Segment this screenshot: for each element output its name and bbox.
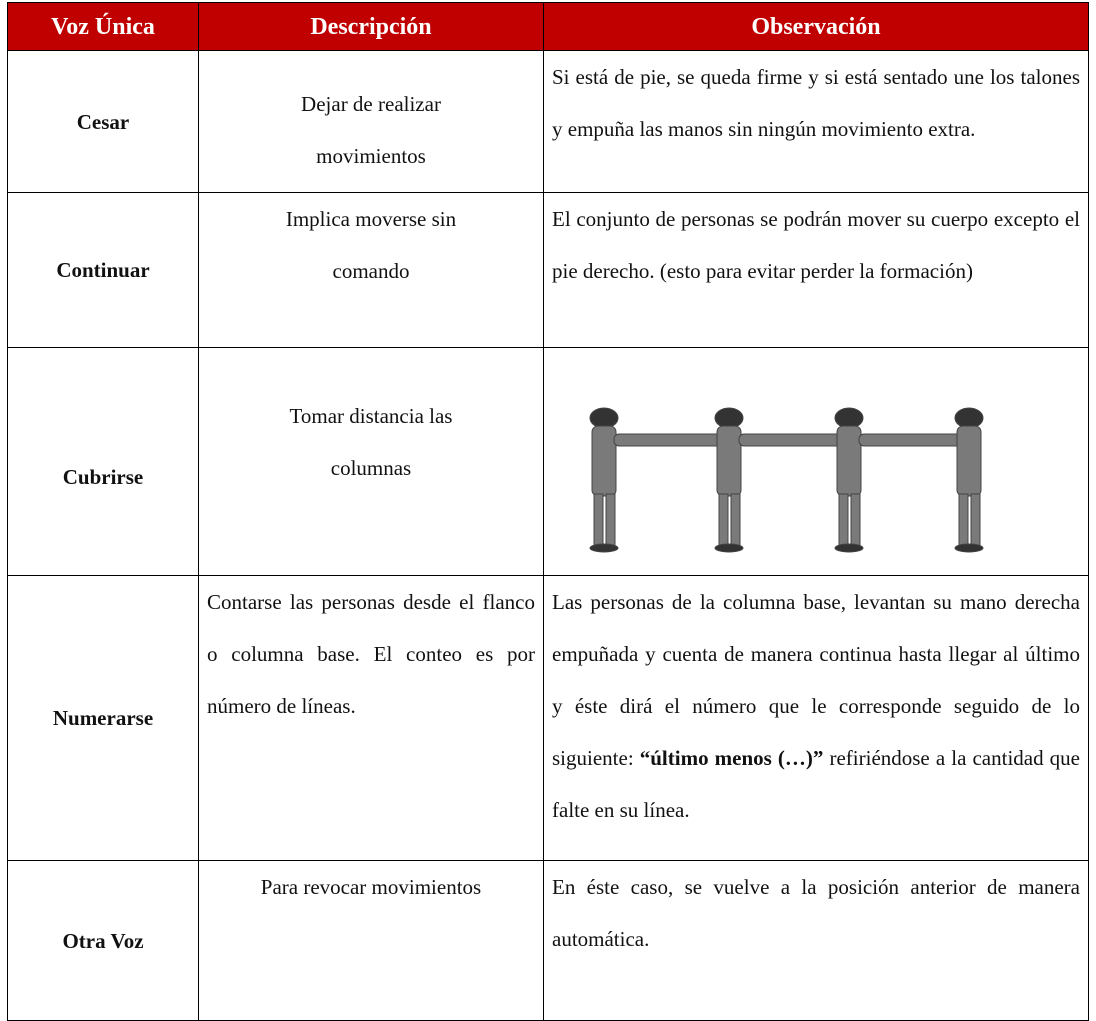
header-cell: Voz Única <box>7 2 199 51</box>
observation-text: refiriéndose a la cantidad que falte en … <box>552 746 1080 822</box>
header-cell: Descripción <box>198 2 544 51</box>
observation: Las personas de la columna base, levanta… <box>543 575 1089 861</box>
command: Cesar <box>7 50 199 193</box>
description: Tomar distancia las columnas <box>198 347 544 576</box>
row: Otra Voz Para revocar movimientos En ést… <box>7 860 1089 1021</box>
row: Continuar Implica moverse sin comando El… <box>7 192 1089 348</box>
description: Contarse las personas desde el flanco o … <box>198 575 544 861</box>
header-row: Voz Única Descripción Observación <box>7 2 1089 51</box>
command: Otra Voz <box>7 860 199 1021</box>
row: Cubrirse Tomar distancia las columnas <box>7 347 1089 576</box>
description: Dejar de realizar movimientos <box>198 50 544 193</box>
description: Para revocar movimientos <box>198 860 544 1021</box>
command: Numerarse <box>7 575 199 861</box>
observation-bold: “último menos (…)” <box>639 746 824 770</box>
header-cell: Observación <box>543 2 1089 51</box>
command: Continuar <box>7 192 199 348</box>
command: Cubrirse <box>7 347 199 576</box>
soldiers-illustration <box>589 407 984 553</box>
row: Numerarse Contarse las personas desde el… <box>7 575 1089 861</box>
observation: En éste caso, se vuelve a la posición an… <box>543 860 1089 1021</box>
observation-text: Las personas de la columna base, levanta… <box>552 590 1080 770</box>
observation: Si está de pie, se queda firme y si está… <box>543 50 1089 193</box>
image-cell <box>543 347 1089 576</box>
row: Cesar Dejar de realizar movimientos Si e… <box>7 50 1089 193</box>
commands-table: Voz Única Descripción Observación Cesar … <box>7 2 1089 1021</box>
observation: El conjunto de personas se podrán mover … <box>543 192 1089 348</box>
description: Implica moverse sin comando <box>198 192 544 348</box>
